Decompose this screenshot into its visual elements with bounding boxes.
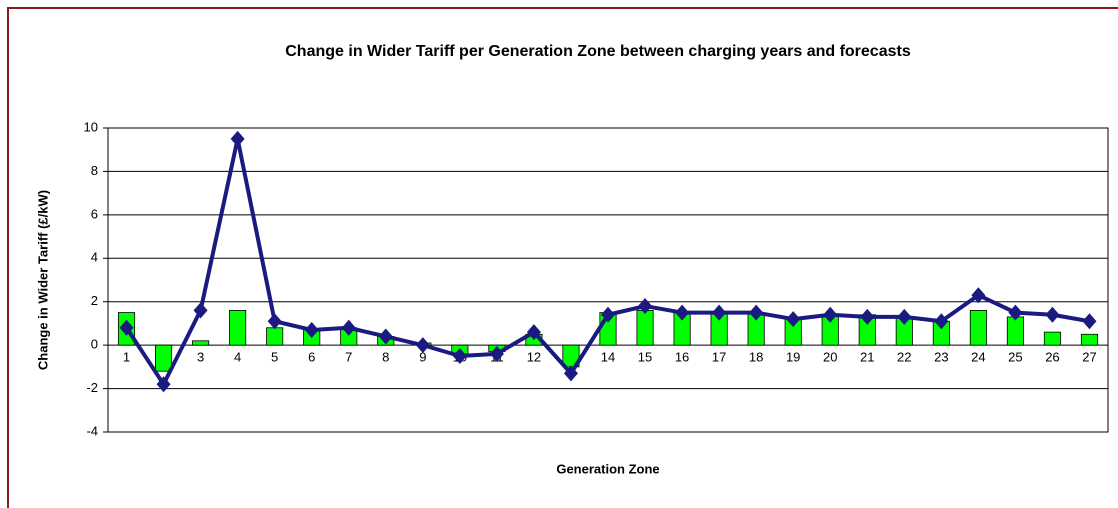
bar <box>969 309 987 346</box>
x-tick-label: 21 <box>860 350 874 365</box>
y-tick-label: 8 <box>91 163 98 178</box>
x-tick-label: 26 <box>1045 350 1059 365</box>
line-marker <box>452 348 467 364</box>
line-marker <box>675 304 690 321</box>
x-tick-label: 17 <box>712 350 726 365</box>
x-tick-label: 20 <box>823 350 837 365</box>
line-marker <box>267 313 282 330</box>
x-tick-label: 6 <box>308 350 315 365</box>
x-tick-label: 14 <box>601 350 615 365</box>
line-marker <box>971 287 986 304</box>
x-tick-label: 19 <box>786 350 800 365</box>
line-marker <box>193 302 208 319</box>
x-tick-label: 5 <box>271 350 278 365</box>
line-marker <box>341 319 356 336</box>
y-tick-label: -2 <box>86 380 98 395</box>
y-tick-label: 4 <box>91 250 98 265</box>
x-axis-title: Generation Zone <box>556 461 659 476</box>
line-marker <box>786 311 801 328</box>
line-marker <box>489 345 504 362</box>
chart-title: Change in Wider Tariff per Generation Zo… <box>285 43 911 60</box>
line-marker <box>1082 313 1097 330</box>
y-tick-label: 6 <box>91 206 98 221</box>
y-tick-label: 2 <box>91 293 98 308</box>
line-marker <box>230 130 245 147</box>
line-marker <box>601 306 615 323</box>
bar <box>1043 331 1061 346</box>
bar <box>192 340 210 346</box>
x-tick-label: 4 <box>234 350 241 365</box>
y-tick-label: 10 <box>84 119 98 134</box>
x-tick-label: 1 <box>123 350 130 365</box>
bar <box>636 309 654 346</box>
bar <box>266 327 284 346</box>
line-marker <box>378 328 393 345</box>
plot-border <box>107 127 1109 433</box>
bar <box>1080 333 1099 346</box>
y-axis-title: Change in Wider Tariff (£/kW) <box>35 190 50 370</box>
y-tick-label: 0 <box>91 337 98 352</box>
x-tick-label: 18 <box>749 350 763 365</box>
frame <box>7 7 1118 508</box>
x-tick-label: 23 <box>934 350 948 365</box>
x-tick-label: 24 <box>971 350 985 365</box>
line-marker <box>749 304 764 321</box>
line-marker <box>1008 304 1023 321</box>
x-tick-label: 15 <box>638 350 652 365</box>
line-marker <box>934 313 949 330</box>
x-tick-label: 3 <box>197 350 204 365</box>
y-tick-label: -4 <box>86 423 98 438</box>
x-tick-label: 25 <box>1008 350 1022 365</box>
line-marker <box>712 304 727 321</box>
line-marker <box>156 376 171 393</box>
x-tick-label: 8 <box>382 350 389 365</box>
bar <box>1006 316 1024 346</box>
x-tick-label: 16 <box>675 350 689 365</box>
line-marker <box>860 308 875 325</box>
bar <box>155 344 173 372</box>
line-marker <box>526 324 541 341</box>
line-marker <box>119 319 134 336</box>
x-tick-label: 22 <box>897 350 911 365</box>
x-tick-label: 12 <box>527 350 541 365</box>
line-marker <box>563 365 578 382</box>
line-marker <box>638 298 653 315</box>
line-marker <box>897 308 912 325</box>
line-marker <box>823 306 838 323</box>
line <box>124 136 1090 387</box>
x-tick-label: 7 <box>345 350 352 365</box>
bar <box>229 309 247 346</box>
line-marker <box>415 337 430 354</box>
x-tick-label: 9 <box>419 350 426 365</box>
line-marker <box>1045 306 1060 323</box>
line-marker <box>304 321 319 338</box>
x-tick-label: 27 <box>1082 350 1096 365</box>
